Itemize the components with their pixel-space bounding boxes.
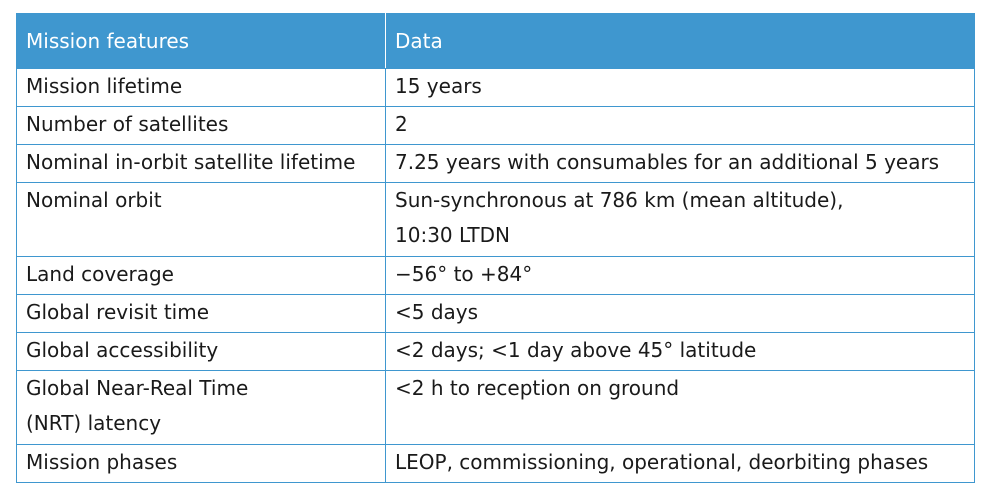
feature-text: Mission phases [26,450,178,474]
feature-text: Global accessibility [26,338,219,362]
feature-text: Global revisit time [26,300,209,324]
feature-cell: Global revisit time [16,294,386,333]
data-cell: 2 [385,106,975,145]
mission-features-table: Mission features Data Mission lifetime 15… [16,13,975,483]
data-text: <2 days; <1 day above 45° latitude [395,338,757,362]
table-row: Mission lifetime 15 years [16,68,975,107]
header-mission-features: Mission features [16,13,386,69]
data-cell: <2 days; <1 day above 45° latitude [385,332,975,371]
data-text: LEOP, commissioning, operational, deorbi… [395,450,929,474]
table-row: Global Near-Real Time (NRT) latency <2 h t… [16,370,975,445]
table-row: Mission phases LEOP, commissioning, opera… [16,444,975,483]
feature-text: Nominal orbit [26,188,162,212]
data-cell: 15 years [385,68,975,107]
data-text: 10:30 LTDN [395,223,510,247]
data-cell: <2 h to reception on ground [385,370,975,445]
table-row: Global revisit time <5 days [16,294,975,333]
feature-text: (NRT) latency [26,411,162,435]
feature-text: Land coverage [26,262,174,286]
feature-text: Nominal in-orbit satellite lifetime [26,150,356,174]
data-text: Sun-synchronous at 786 km (mean altitude… [395,188,844,212]
feature-text: Mission lifetime [26,74,183,98]
feature-cell: Land coverage [16,256,386,295]
data-text: 7.25 years with consumables for an addit… [395,150,940,174]
feature-cell: Number of satellites [16,106,386,145]
data-text: <5 days [395,300,479,324]
data-cell: LEOP, commissioning, operational, deorbi… [385,444,975,483]
header-row: Mission features Data [16,13,975,69]
feature-cell: Mission phases [16,444,386,483]
header-data: Data [385,13,975,69]
data-text: <2 h to reception on ground [395,376,680,400]
feature-cell: Global Near-Real Time (NRT) latency [16,370,386,445]
data-cell: −56° to +84° [385,256,975,295]
feature-cell: Global accessibility [16,332,386,371]
table-row: Nominal in-orbit satellite lifetime 7.25 … [16,144,975,183]
feature-text: Number of satellites [26,112,229,136]
data-text: −56° to +84° [395,262,533,286]
feature-text: Global Near-Real Time [26,376,249,400]
data-text: 15 years [395,74,482,98]
feature-cell: Mission lifetime [16,68,386,107]
table-row: Number of satellites 2 [16,106,975,145]
data-cell: 7.25 years with consumables for an addit… [385,144,975,183]
table-body: Mission lifetime 15 years Number of satell… [16,68,975,483]
table-row: Global accessibility <2 days; <1 day abov… [16,332,975,371]
feature-cell: Nominal orbit [16,182,386,257]
table-row: Land coverage −56° to +84° [16,256,975,295]
data-cell: <5 days [385,294,975,333]
table-row: Nominal orbit Sun-synchronous at 786 km (… [16,182,975,257]
data-text: 2 [395,112,408,136]
feature-cell: Nominal in-orbit satellite lifetime [16,144,386,183]
data-cell: Sun-synchronous at 786 km (mean altitude… [385,182,975,257]
